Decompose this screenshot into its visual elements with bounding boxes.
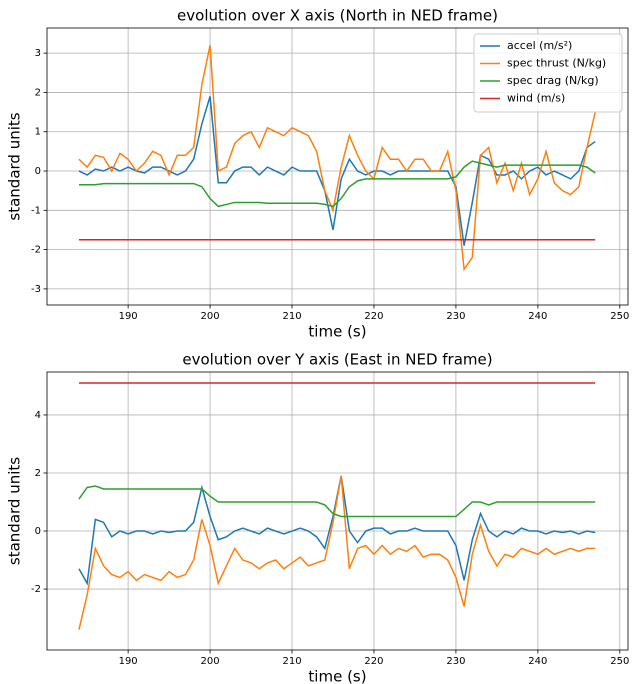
data-line: [78, 96, 596, 246]
x-tick-label: 240: [528, 311, 547, 322]
legend-box: [473, 33, 623, 113]
y-tick-label: 0: [35, 166, 41, 177]
y-tick-label: 1: [35, 127, 41, 138]
x-axis-label: time (s): [308, 668, 366, 684]
x-tick-label: 230: [446, 656, 465, 667]
chart-title: evolution over X axis (North in NED fram…: [177, 7, 498, 25]
y-tick-label: 0: [35, 526, 41, 537]
chart-title: evolution over Y axis (East in NED frame…: [182, 351, 492, 369]
data-line: [78, 45, 596, 272]
y-tick-label: 3: [35, 48, 41, 59]
y-tick-label: 2: [35, 87, 41, 98]
y-axis-label: standard units: [6, 112, 24, 220]
y-tick-label: -1: [31, 205, 41, 216]
x-tick-label: 210: [282, 656, 301, 667]
plot-frame: [46, 371, 629, 651]
x-tick-label: 250: [610, 656, 629, 667]
x-tick-label: 230: [446, 311, 465, 322]
x-tick-label: 240: [528, 656, 547, 667]
legend-label: wind (m/s): [507, 92, 565, 105]
legend-label: spec drag (N/kg): [507, 74, 599, 87]
x-tick-label: 220: [364, 311, 383, 322]
x-tick-label: 190: [119, 311, 138, 322]
data-line: [78, 160, 596, 208]
y-tick-label: -2: [31, 245, 41, 256]
y-axis-label: standard units: [6, 457, 24, 565]
legend-label: accel (m/s²): [507, 39, 572, 52]
plot-frame: [46, 27, 629, 306]
x-tick-label: 200: [201, 656, 220, 667]
x-tick-label: 220: [364, 656, 383, 667]
legend-label: spec thrust (N/kg): [507, 57, 606, 70]
x-axis-label: time (s): [308, 323, 366, 341]
y-tick-label: 2: [35, 468, 41, 479]
y-tick-label: -3: [31, 284, 41, 295]
y-tick-label: 4: [35, 410, 41, 421]
x-tick-label: 190: [119, 656, 138, 667]
x-tick-label: 210: [282, 311, 301, 322]
x-tick-label: 200: [201, 311, 220, 322]
data-line: [78, 485, 596, 518]
data-line: [78, 475, 596, 630]
data-line: [78, 475, 596, 586]
y-tick-label: -2: [31, 584, 41, 595]
x-tick-label: 250: [610, 311, 629, 322]
